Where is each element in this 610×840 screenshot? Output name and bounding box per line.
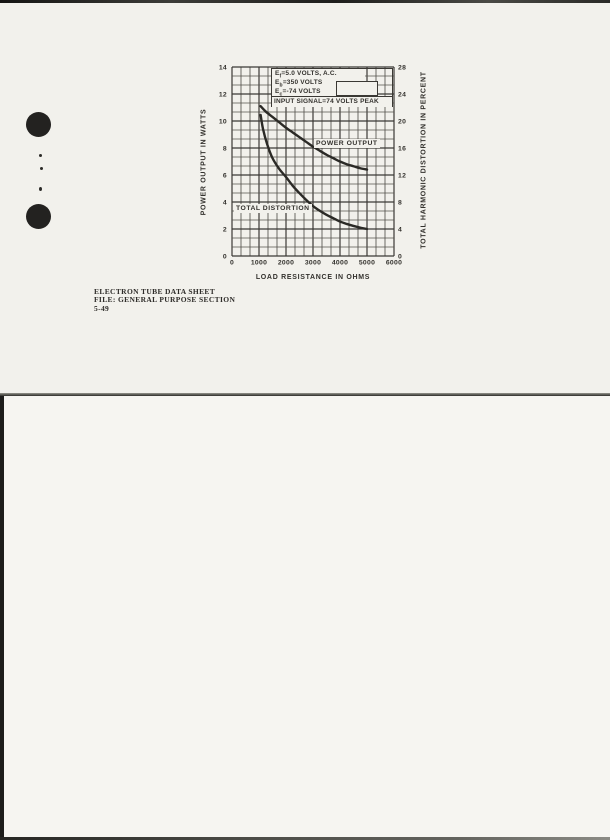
operating-conditions-box: Ef=5.0 VOLTS, A.C. Eb=350 VOLTS Ec=-74 V… [271,68,393,107]
power-output-curve-label: POWER OUTPUT [314,139,380,148]
ink-speck [39,154,42,157]
x-axis-title: LOAD RESISTANCE IN OHMS [255,274,371,281]
total-distortion-curve-label: TOTAL DISTORTION [234,204,312,213]
condition-filament-voltage: Ef=5.0 VOLTS, A.C. [275,70,337,80]
footer-line-3: 5-49 [94,303,110,313]
datasheet-page [0,3,610,393]
scan-top-edge [0,0,610,3]
ink-speck [40,167,43,170]
left-axis-title: POWER OUTPUT IN WATTS [200,108,208,216]
empty-inset-box [336,81,378,96]
footer-line-1: ELECTRON TUBE DATA SHEET [94,287,216,296]
footer-text: ELECTRON TUBE DATA SHEET FILE: GENERAL P… [94,287,236,313]
condition-grid-voltage: Ec=-74 VOLTS [275,88,321,98]
ink-speck [39,187,42,191]
input-signal-row [272,96,392,107]
scan-bottom-edge [0,837,610,840]
scan-left-edge [0,396,4,837]
punch-hole-bottom [26,204,51,229]
condition-input-signal: INPUT SIGNAL=74 VOLTS PEAK [274,98,379,105]
page-separator-line [0,393,610,396]
right-axis-title: TOTAL HARMONIC DISTORTION IN PERCENT [420,71,428,249]
footer-line-2: FILE: GENERAL PURPOSE SECTION [94,295,236,305]
condition-plate-voltage: Eb=350 VOLTS [275,79,323,89]
blank-page [0,396,610,837]
punch-hole-top [26,112,51,137]
